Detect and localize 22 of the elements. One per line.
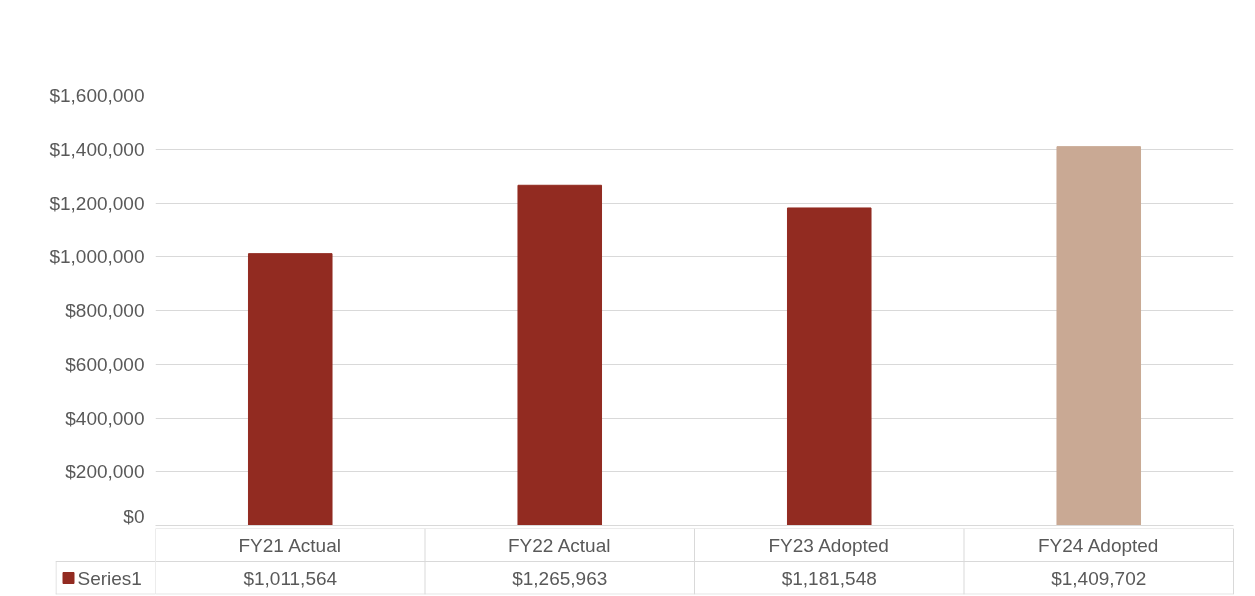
y-tick-label: $1,600,000 <box>49 85 145 106</box>
x-tick-label: FY21 Actual <box>238 534 341 556</box>
bar <box>786 207 872 526</box>
y-tick-label: $600,000 <box>65 353 145 375</box>
y-tick-label: $200,000 <box>65 461 145 483</box>
y-tick-label: $800,000 <box>65 300 145 321</box>
data-label: $1,265,963 <box>512 567 608 589</box>
y-tick-label: $0 <box>123 505 145 527</box>
y-tick-label: $1,200,000 <box>49 192 145 214</box>
y-tick-label: $400,000 <box>65 407 145 429</box>
legend-label: Series1 <box>77 567 142 589</box>
data-label: $1,181,548 <box>781 567 877 589</box>
x-tick-label: FY22 Actual <box>508 534 611 556</box>
y-tick-label: $1,400,000 <box>49 138 145 160</box>
data-label: $1,011,564 <box>243 567 338 589</box>
y-tick-label: $1,000,000 <box>49 246 145 268</box>
bar <box>247 253 333 526</box>
x-tick-label: FY24 Adopted <box>1038 534 1159 556</box>
bar <box>517 184 603 526</box>
data-label: $1,409,702 <box>1051 567 1147 589</box>
bar <box>1056 146 1142 526</box>
x-tick-label: FY23 Adopted <box>768 534 889 556</box>
